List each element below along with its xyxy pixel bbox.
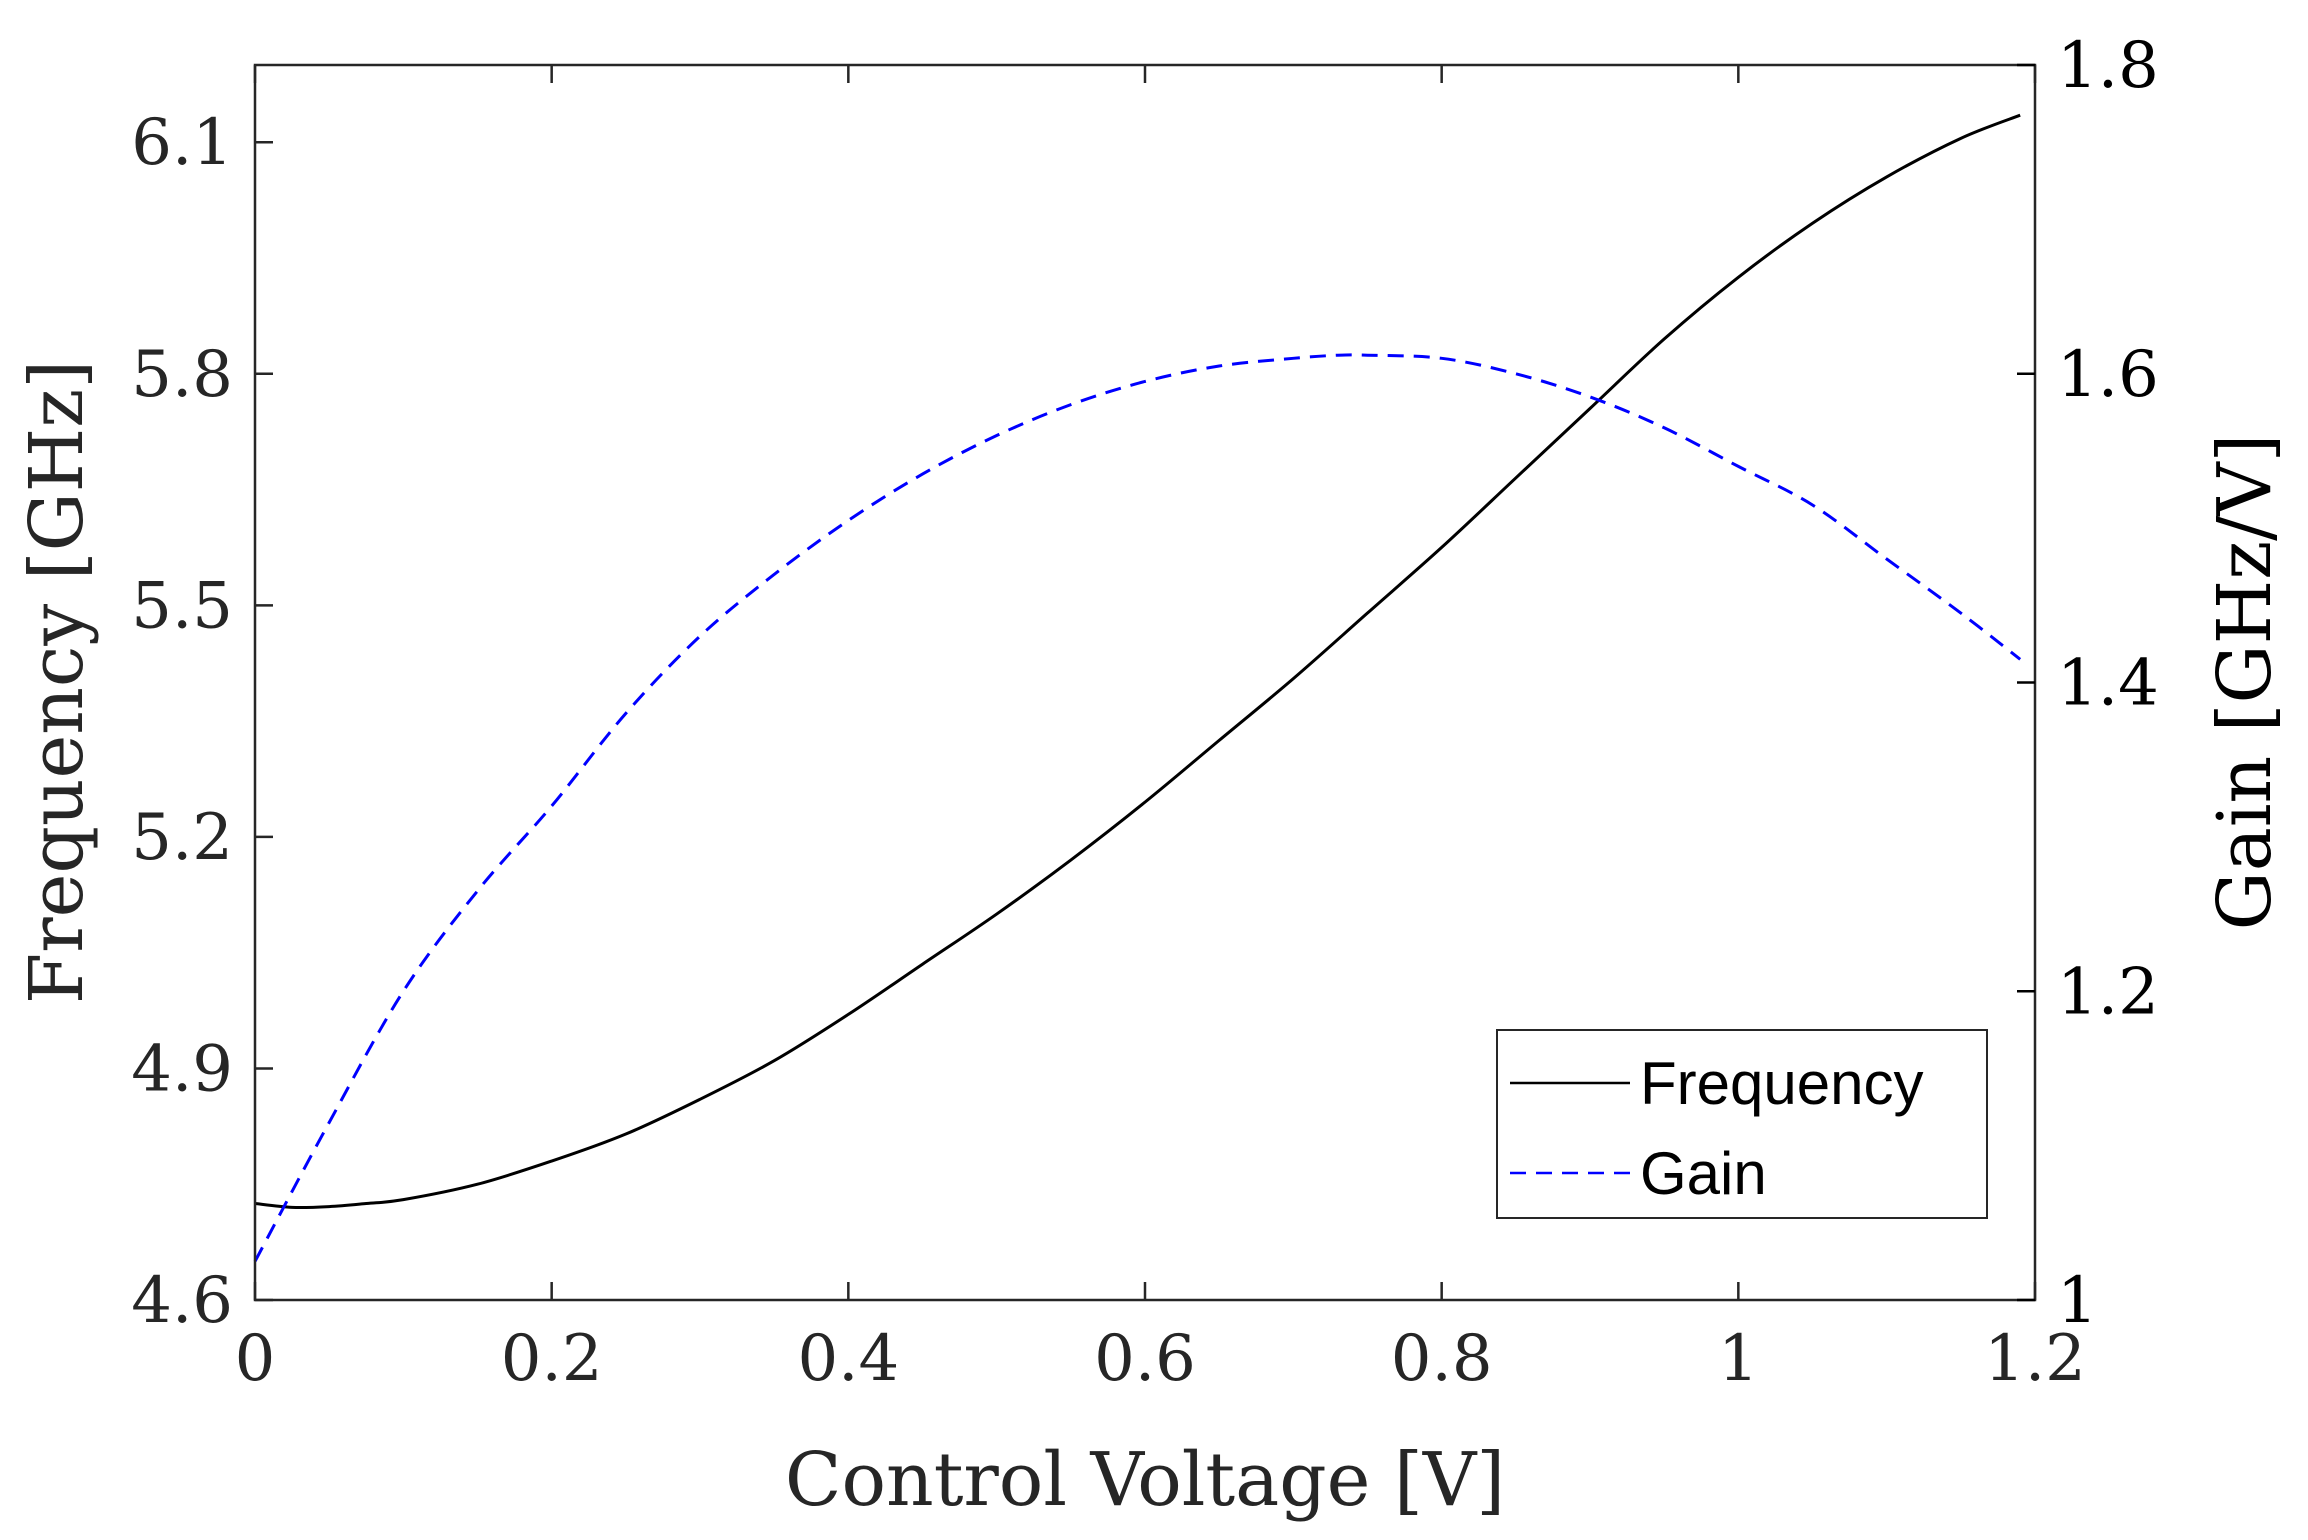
y-left-tick-label: 4.9 xyxy=(131,1032,233,1106)
y-right-tick-label: 1 xyxy=(2057,1264,2098,1338)
x-tick-label: 0.6 xyxy=(1094,1322,1196,1396)
x-tick-label: 0 xyxy=(235,1322,276,1396)
series-layer xyxy=(253,113,2022,1263)
y-left-tick-label: 5.2 xyxy=(131,801,233,875)
y-right-tick-label: 1.2 xyxy=(2057,955,2159,1029)
legend-box xyxy=(1496,1029,1988,1219)
series-line-frequency xyxy=(254,113,2021,1210)
legend-gain-label: Gain xyxy=(1640,1140,1767,1207)
x-tick-label: 0.2 xyxy=(501,1322,603,1396)
y-left-tick-label: 5.5 xyxy=(131,569,233,643)
y-right-tick-label: 1.6 xyxy=(2057,338,2159,412)
legend-frequency-label: Frequency xyxy=(1640,1050,1923,1117)
legend: Frequency Gain xyxy=(1496,1029,1988,1219)
y-right-axis-ticks: 1 1.2 1.4 1.6 1.8 xyxy=(2017,29,2159,1338)
x-tick-label: 0.8 xyxy=(1391,1322,1493,1396)
y-left-axis-label: Frequency [GHz] xyxy=(14,360,100,1004)
y-left-tick-label: 4.6 xyxy=(131,1264,233,1338)
x-tick-label: 1 xyxy=(1718,1322,1759,1396)
y-right-tick-label: 1.4 xyxy=(2057,647,2159,721)
y-left-tick-label: 5.8 xyxy=(131,338,233,412)
x-axis-label: Control Voltage [V] xyxy=(785,1437,1505,1523)
y-right-axis-label: Gain [GHz/V] xyxy=(2202,434,2288,931)
y-right-tick-label: 1.8 xyxy=(2057,29,2159,103)
series-line-gain xyxy=(253,353,2022,1263)
x-tick-label: 0.4 xyxy=(797,1322,899,1396)
x-axis-ticks: 0 0.2 0.4 0.6 0.8 1 1.2 xyxy=(235,65,2086,1396)
x-tick-label: 1.2 xyxy=(1984,1322,2086,1396)
y-left-tick-label: 6.1 xyxy=(131,106,233,180)
y-left-axis-ticks: 4.6 4.9 5.2 5.5 5.8 6.1 xyxy=(131,106,273,1338)
